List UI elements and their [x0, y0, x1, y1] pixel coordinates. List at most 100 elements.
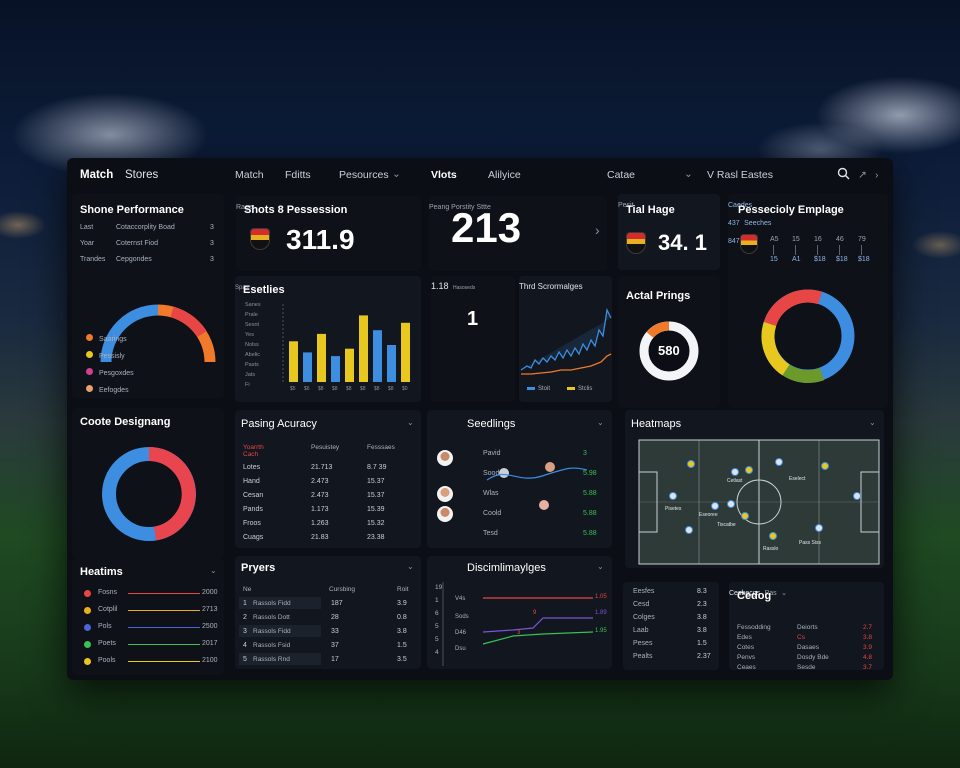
player-marker[interactable] — [769, 532, 777, 540]
shots-possession-panel: Shots 8 Pessession 311.9 Rage — [236, 196, 421, 271]
table-cell: 2 — [243, 614, 247, 621]
table-cell: 1.263 — [311, 520, 329, 527]
table-cell: 3.8 — [397, 628, 407, 635]
list-item-count: 3 — [210, 240, 214, 247]
table-cell: 15.37 — [367, 492, 385, 499]
table-cell: Rassols Rnd — [253, 656, 290, 663]
legend-item: Stoit — [527, 386, 550, 392]
chevron-down-icon[interactable]: ⌄ — [392, 168, 401, 180]
table-cell: 8.7 39 — [367, 464, 387, 471]
player-marker[interactable] — [741, 512, 749, 520]
player-marker[interactable] — [745, 466, 753, 474]
chevron-right-icon[interactable]: › — [595, 222, 600, 238]
bar — [401, 322, 410, 382]
player-marker — [499, 468, 509, 478]
stat-label: Laab — [633, 627, 649, 634]
heatmaps-panel: Heatmaps ⌄ Cetlast Eselect Pisetes Eseoree T… — [625, 410, 884, 568]
series-end-label: 1.89 — [595, 610, 607, 616]
chevron-down-icon[interactable]: ⌄ — [684, 168, 693, 180]
column-bottom-label: $18 — [858, 256, 870, 263]
cedog-name: Cotes — [737, 644, 754, 651]
y-tick-label: 19 — [435, 584, 443, 591]
list-item: Last — [80, 224, 94, 231]
expand-icon[interactable]: ↗ — [858, 169, 867, 181]
player-marker[interactable] — [711, 502, 719, 510]
player-marker[interactable] — [685, 526, 693, 534]
player-marker — [539, 500, 549, 510]
heatim-line — [128, 661, 200, 662]
seedling-value: 5.98 — [583, 470, 597, 477]
legend-item: Eefogdes — [86, 385, 129, 394]
list-item-value: Cepgondes — [116, 256, 152, 263]
y-tick-label: Yes — [245, 332, 254, 338]
player-marker[interactable] — [821, 462, 829, 470]
dashboard-window: Match Stores Match Fditts Pesources ⌄ Vl… — [67, 158, 893, 680]
small-stats-panel: Eesfes 8.3 Cesd 2.3 Colges 3.8 Laab 3.8 Peses 1.5… — [623, 582, 719, 670]
player-label: Eseoree — [699, 512, 718, 518]
chevron-down-icon[interactable]: ⌄ — [781, 590, 787, 597]
pessecioly-panel: Pessecioly Emplage A5 15 15 A1 16 $18 46 $18 79 $… — [728, 194, 888, 408]
chevron-down-icon[interactable]: ⌄ — [407, 562, 414, 571]
player-marker[interactable] — [853, 492, 861, 500]
big-stat-caption: Peang Porstity Sttte — [429, 204, 491, 211]
heatim-value: 2000 — [202, 589, 218, 596]
heatim-line — [128, 610, 200, 611]
chevron-right-icon[interactable]: › — [875, 169, 879, 181]
chevron-down-icon[interactable]: ⌄ — [210, 566, 217, 575]
table-cell: 3.9 — [397, 600, 407, 607]
player-marker[interactable] — [731, 468, 739, 476]
stat-label: Eesfes — [633, 588, 655, 595]
player-marker[interactable] — [669, 492, 677, 500]
chevron-down-icon[interactable]: ⌄ — [597, 418, 604, 427]
player-marker[interactable] — [815, 524, 823, 532]
table-cell: Rassols Dott — [253, 614, 290, 621]
profile-label[interactable]: V Rasl Eastes — [707, 169, 773, 181]
legend-dot — [84, 658, 91, 665]
table-cell: 1.173 — [311, 506, 329, 513]
cedog-score: 3.8 — [863, 634, 873, 641]
cedog-value: Dosdy Bde — [797, 654, 829, 661]
nav-pesources[interactable]: Pesources — [339, 169, 389, 181]
list-item-value: Coternst Fiod — [116, 240, 159, 247]
table-cell: Rassols Fidd — [253, 628, 291, 635]
bar — [359, 315, 368, 382]
stat-label: Pealts — [633, 653, 653, 660]
y-tick-label: Nolss — [245, 342, 259, 348]
search-icon[interactable] — [837, 167, 850, 183]
nav-fditts[interactable]: Fditts — [285, 169, 311, 181]
chevron-down-icon[interactable]: ⌄ — [597, 562, 604, 571]
table-cell: Froos — [243, 520, 261, 527]
panel-title: Seedlings — [467, 418, 516, 430]
discim-panel: Discimlimaylges ⌄ 19 1 6 5 5 4 V4s Sods D46 Dsu … — [427, 556, 612, 669]
heatim-name: Fosns — [98, 589, 118, 596]
trend-panel: Thrd Scrormalges Stoit Stclis — [519, 276, 612, 402]
bar — [373, 330, 382, 382]
list-item: Trandes — [80, 256, 106, 263]
table-cell: 0.8 — [397, 614, 407, 621]
big-stat-value: 213 — [451, 204, 522, 251]
player-marker[interactable] — [687, 460, 695, 468]
seedlings-panel: Seedlings ⌄ Pavid 3 Sood 5.98 Wlas 5.88 Coold 5… — [427, 410, 612, 548]
chevron-down-icon[interactable]: ⌄ — [869, 418, 876, 427]
bar — [331, 356, 340, 382]
nav-vlots[interactable]: Vlots — [431, 169, 457, 181]
table-cell: 3.5 — [397, 656, 407, 663]
nav-match[interactable]: Match — [235, 169, 264, 181]
heatim-name: Pols — [98, 623, 112, 630]
shone-performance-panel: Shone Performance Last Cotaccorplity Boa… — [72, 194, 224, 398]
stat-value: 3.8 — [697, 627, 707, 634]
cedog-name: Edes — [737, 634, 752, 641]
mini-stat-caption: Hasoseds — [452, 285, 476, 291]
stat-label: Peses — [633, 640, 653, 647]
nav-alilyice[interactable]: Alilyice — [488, 169, 521, 181]
table-cell: 15.37 — [367, 478, 385, 485]
panel-title: Pessecioly Emplage — [738, 204, 844, 216]
x-tick-label: $8 — [318, 386, 324, 392]
dropdown-catae[interactable]: Catae — [607, 169, 636, 181]
player-marker[interactable] — [727, 500, 735, 508]
table-cell: Cesan — [243, 492, 264, 499]
actal-ring-chart — [639, 321, 699, 381]
chevron-down-icon[interactable]: ⌄ — [407, 418, 414, 427]
x-tick-label: $5 — [290, 386, 296, 392]
player-marker[interactable] — [775, 458, 783, 466]
